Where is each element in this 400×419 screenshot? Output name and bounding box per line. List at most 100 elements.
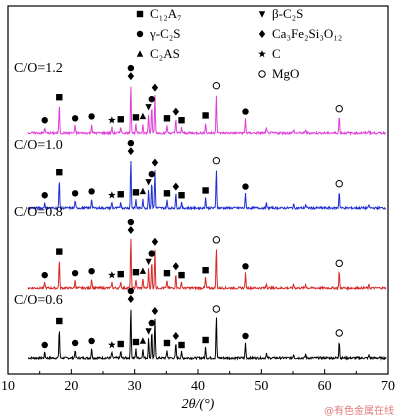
- marker-square: [178, 117, 185, 124]
- marker-square: [202, 336, 209, 344]
- series-markers-2: [41, 139, 343, 199]
- legend-item: γ-C₂S: [136, 26, 181, 41]
- marker-square: [202, 267, 209, 274]
- marker-star: [258, 50, 266, 58]
- marker-open-circle: [335, 259, 343, 268]
- x-tick-label: 70: [381, 379, 395, 394]
- marker-open-circle: [212, 236, 221, 244]
- series-1: [27, 238, 387, 291]
- marker-circle: [242, 263, 249, 270]
- marker-square: [132, 268, 140, 276]
- marker-square: [178, 341, 185, 349]
- marker-square: [163, 269, 171, 277]
- marker-circle: [71, 339, 79, 347]
- marker-square: [202, 112, 209, 119]
- marker-triangle-down: [145, 104, 152, 111]
- series-3: [27, 86, 387, 136]
- series-label: C/O=1.0: [14, 138, 63, 153]
- series-markers-1: [41, 218, 343, 279]
- marker-square: [117, 340, 124, 348]
- marker-open-circle: [335, 105, 343, 113]
- legend-item: C₁₂A₇: [136, 6, 182, 21]
- marker-square: [56, 94, 63, 101]
- marker-triangle-down: [258, 11, 266, 18]
- x-tick-label: 60: [318, 379, 332, 394]
- x-tick-label: 40: [191, 379, 205, 394]
- marker-square: [178, 271, 185, 279]
- marker-star: [108, 341, 116, 349]
- marker-square: [56, 169, 63, 176]
- marker-square: [163, 115, 171, 122]
- marker-circle: [148, 170, 155, 178]
- marker-circle: [136, 30, 144, 38]
- marker-circle: [71, 115, 79, 122]
- marker-open-circle: [335, 329, 343, 337]
- marker-diamond: [127, 226, 135, 235]
- legend-label: Ca₃Fe₂Si₃O₁₂: [272, 26, 342, 41]
- marker-open-circle: [212, 305, 221, 313]
- marker-square: [117, 116, 124, 123]
- marker-circle: [242, 108, 249, 115]
- series-2: [27, 160, 386, 211]
- marker-circle: [242, 332, 249, 340]
- marker-circle: [88, 188, 95, 195]
- legend-item: β-C₂S: [258, 6, 303, 21]
- legend-item: C: [258, 46, 281, 61]
- series-trace: [27, 309, 387, 361]
- marker-square: [132, 114, 140, 121]
- marker-circle: [242, 183, 249, 190]
- marker-diamond: [172, 332, 180, 340]
- x-tick-label: 50: [254, 379, 268, 394]
- marker-triangle-down: [145, 258, 152, 266]
- series-label: C/O=0.8: [14, 205, 63, 220]
- marker-square: [132, 189, 140, 196]
- marker-diamond: [151, 307, 159, 315]
- marker-triangle-up: [139, 267, 147, 274]
- series-label: C/O=1.2: [14, 61, 63, 76]
- marker-square: [178, 192, 185, 199]
- marker-open-circle: [212, 81, 221, 90]
- legend-label: C: [272, 46, 281, 61]
- marker-square: [56, 248, 63, 255]
- plot-frame: [7, 5, 389, 375]
- series-trace: [27, 86, 387, 136]
- x-tick-label: 20: [64, 379, 78, 394]
- marker-square: [136, 10, 144, 18]
- marker-diamond: [151, 83, 159, 92]
- x-tick-label: 30: [128, 379, 142, 394]
- marker-circle: [127, 139, 135, 147]
- marker-square: [117, 270, 124, 278]
- marker-diamond: [172, 182, 180, 191]
- legend-item: Ca₃Fe₂Si₃O₁₂: [258, 26, 342, 41]
- marker-triangle-down: [145, 179, 152, 186]
- marker-circle: [41, 341, 48, 349]
- marker-diamond: [258, 30, 266, 38]
- marker-diamond: [151, 237, 159, 246]
- marker-circle: [88, 337, 95, 345]
- marker-open-circle: [335, 180, 343, 188]
- marker-circle: [148, 319, 155, 327]
- marker-star: [108, 271, 116, 279]
- legend-item: MgO: [258, 66, 299, 81]
- marker-diamond: [127, 147, 135, 156]
- marker-square: [132, 338, 140, 346]
- marker-square: [163, 190, 171, 197]
- series-trace: [27, 160, 386, 211]
- marker-circle: [148, 250, 155, 257]
- marker-circle: [127, 218, 135, 226]
- marker-open-circle: [258, 70, 266, 78]
- legend-label: MgO: [272, 66, 299, 81]
- legend-item: C₂AS: [136, 46, 180, 61]
- marker-circle: [127, 287, 135, 295]
- marker-diamond: [151, 158, 159, 167]
- legend-label: γ-C₂S: [149, 26, 181, 41]
- legend-label: C₂AS: [150, 46, 180, 61]
- marker-diamond: [127, 72, 135, 81]
- series-trace: [27, 238, 387, 291]
- marker-diamond: [127, 295, 135, 303]
- marker-triangle-down: [145, 328, 152, 335]
- marker-diamond: [172, 107, 180, 116]
- marker-triangle-up: [139, 337, 147, 344]
